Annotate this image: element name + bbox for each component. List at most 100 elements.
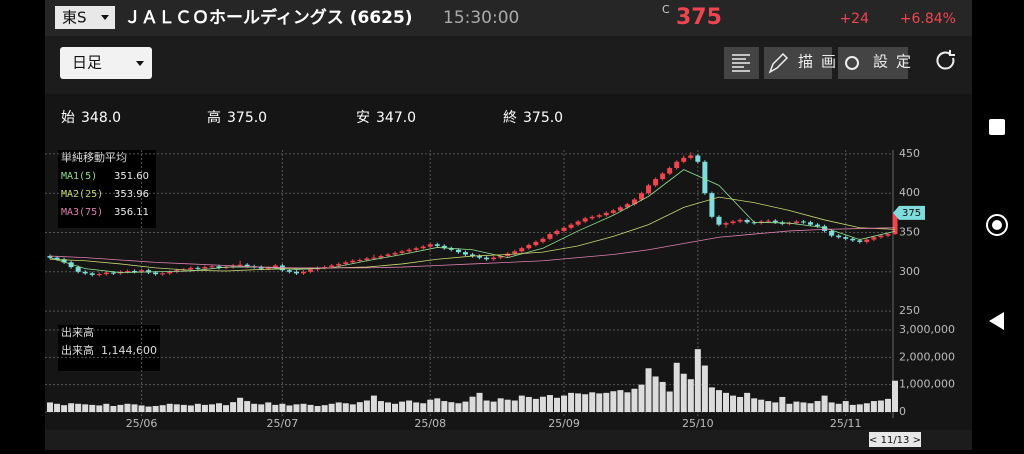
volume-bar (546, 395, 553, 412)
volume-bar (251, 403, 258, 412)
candle-body (477, 256, 483, 258)
candle-body (265, 267, 271, 269)
candle-body (75, 267, 81, 272)
ohlc-value: 375.0 (523, 110, 563, 126)
volume-bar (476, 392, 483, 412)
volume-bar (244, 401, 251, 412)
volume-bar (392, 403, 399, 412)
candle-body (230, 265, 236, 268)
settings-button[interactable] (838, 47, 908, 79)
volume-bar (554, 397, 560, 412)
volume-bar (835, 403, 842, 412)
candle-body (364, 258, 370, 260)
volume-bar (300, 403, 307, 412)
candle-body (688, 155, 694, 158)
volume-bar (152, 405, 159, 412)
volume-bar (180, 404, 187, 412)
ohlc-value: 375.0 (227, 110, 267, 126)
candle-body (61, 259, 67, 263)
volume-bar (258, 404, 265, 412)
market-select[interactable] (55, 6, 115, 29)
candle-body (258, 267, 264, 269)
volume-bar (730, 395, 737, 412)
nav-home[interactable] (986, 214, 1008, 236)
candle-body (96, 274, 102, 276)
ma-line (49, 227, 896, 269)
volume-bar (765, 401, 772, 412)
volume-bar (265, 402, 272, 412)
volume-bar (342, 403, 349, 412)
volume-bar (279, 403, 286, 412)
candle-body (730, 221, 736, 224)
nav-back[interactable] (989, 312, 1004, 330)
candle-body (667, 168, 673, 174)
nav-recents[interactable] (989, 119, 1005, 135)
candle-body (681, 157, 687, 162)
candle-body (47, 256, 53, 258)
candle-body (329, 265, 335, 268)
volume-bar (849, 404, 856, 412)
candle-body (646, 185, 652, 194)
volume-bar (525, 396, 532, 412)
candle-body (512, 251, 518, 254)
volume-bar (54, 403, 61, 412)
volume-bar (539, 396, 546, 412)
candle-body (639, 193, 644, 200)
volume-bar (117, 404, 124, 412)
volume-bar (884, 398, 891, 412)
candle-body (582, 218, 588, 222)
candle-body (124, 271, 130, 272)
volume-bar (321, 405, 328, 412)
y-tick-label: 2,000,000 (899, 350, 955, 363)
volume-bar (828, 402, 835, 412)
volume-bar (708, 387, 715, 412)
volume-bar (758, 399, 765, 412)
candle-body (470, 254, 475, 257)
ohlc-value: 348.0 (81, 110, 121, 126)
y-tick-label: 350 (899, 226, 920, 239)
candle-body (610, 210, 616, 213)
volume-legend-box (58, 325, 160, 371)
candle-body (737, 219, 743, 222)
volume-bar (96, 405, 103, 412)
period-select[interactable] (60, 47, 152, 79)
candle-body (561, 227, 567, 231)
volume-bar (821, 395, 828, 412)
candle-body (674, 161, 680, 169)
period: 日足 (72, 54, 102, 72)
ohlc-label: 始 (61, 110, 75, 126)
nav-home-dot (992, 220, 1002, 230)
caret (136, 61, 144, 66)
candle-body (885, 234, 891, 236)
volume-bar (208, 404, 215, 412)
volume-bar (490, 401, 497, 412)
candle-body (822, 226, 828, 231)
volume-name: 出来高 (61, 343, 94, 357)
candle-body (343, 262, 349, 264)
candle-body (603, 212, 609, 216)
time: 15:30:00 (443, 8, 519, 28)
refresh-icon[interactable] (936, 50, 955, 70)
draw-button[interactable] (764, 47, 832, 79)
volume-bar (307, 404, 314, 412)
volume-bar (194, 403, 201, 412)
ohlc-value: 347.0 (376, 110, 416, 126)
date-tag-bg (869, 432, 921, 447)
candle-body (765, 220, 771, 222)
volume-bar (216, 403, 222, 412)
candle-body (519, 248, 525, 252)
volume-bar (723, 392, 729, 412)
volume-bar (103, 403, 110, 412)
candle-body (624, 204, 630, 208)
candle-body (836, 235, 842, 238)
candle-body (533, 241, 539, 246)
volume-bar (75, 403, 82, 412)
x-tick-label: 25/08 (414, 417, 446, 430)
candle-body (864, 239, 870, 242)
candle-body (829, 230, 835, 236)
candle-body (110, 272, 116, 274)
ma-legend-box (58, 150, 156, 228)
volume-bar (687, 379, 694, 412)
y-tick-label: 1,000,000 (899, 378, 955, 391)
